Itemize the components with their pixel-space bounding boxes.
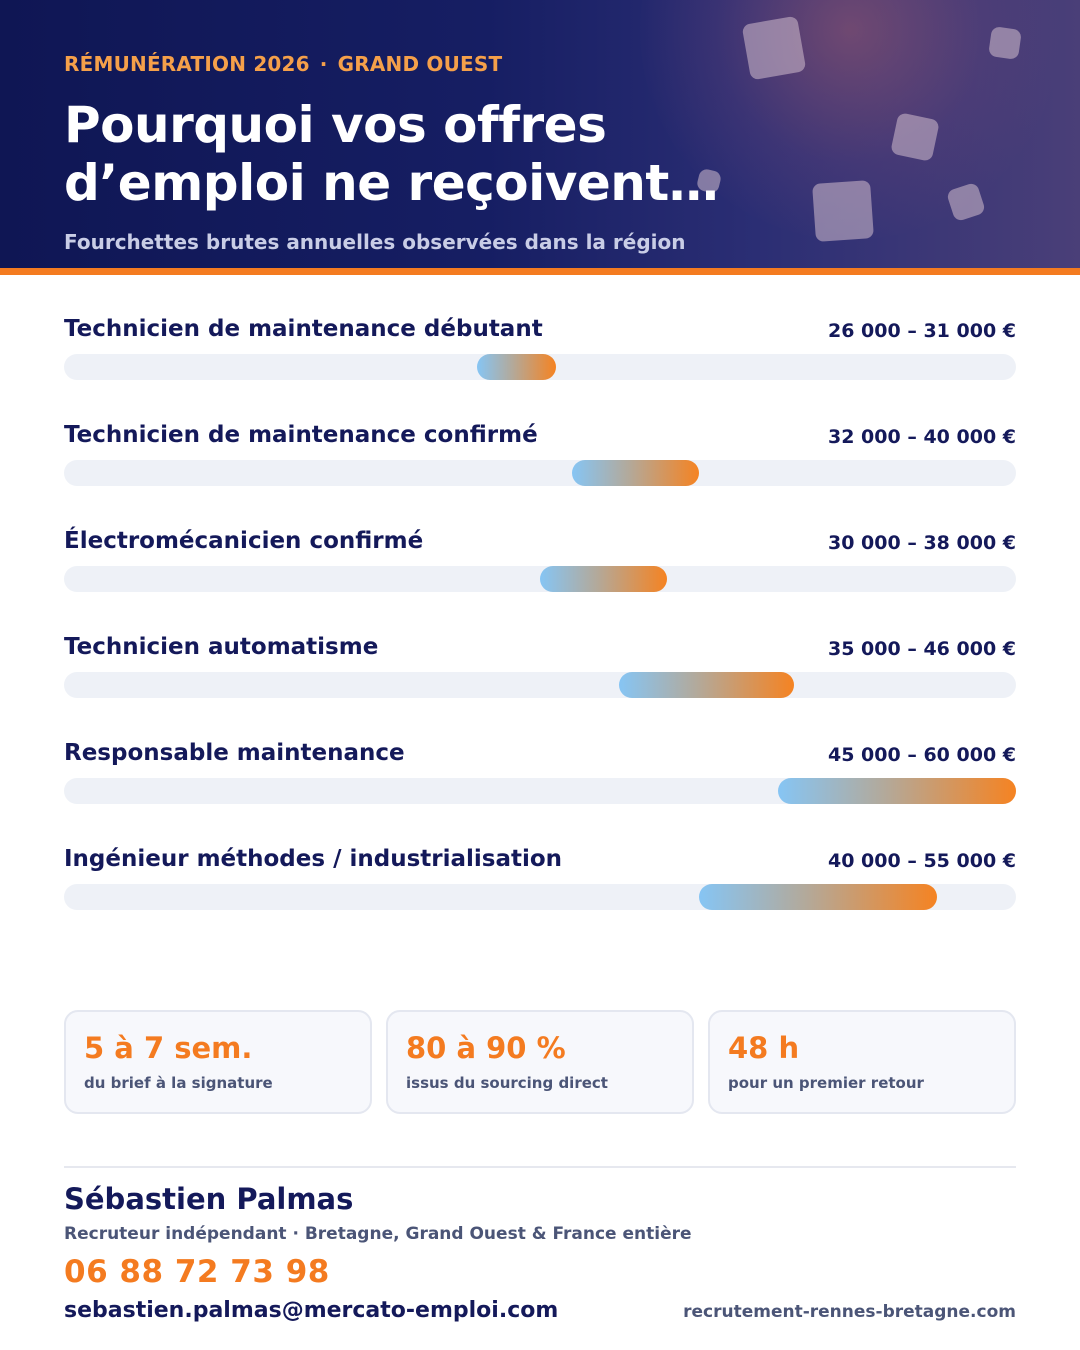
contact-role: Recruteur indépendant · Bretagne, Grand … <box>64 1224 692 1244</box>
salary-row: Technicien automatisme 35 000 – 46 000 € <box>64 634 1016 740</box>
stat-caption: issus du sourcing direct <box>406 1074 608 1092</box>
salary-range-bar <box>778 778 1016 804</box>
eyebrow-separator: · <box>319 52 328 76</box>
hero-banner: RÉMUNÉRATION 2026 · GRAND OUEST Pourquoi v… <box>0 0 1080 268</box>
decor-square <box>812 180 874 242</box>
salary-row: Technicien de maintenance confirmé 32 000… <box>64 422 1016 528</box>
stat-value: 48 h <box>728 1031 800 1065</box>
salary-range-text: 35 000 – 46 000 € <box>828 638 1016 660</box>
salary-track <box>64 884 1016 910</box>
salary-track <box>64 354 1016 380</box>
salary-range-bar <box>619 672 794 698</box>
stat-caption: du brief à la signature <box>84 1074 273 1092</box>
contact-phone-link[interactable]: 06 88 72 73 98 <box>64 1254 330 1290</box>
decor-square <box>988 26 1022 60</box>
job-title: Technicien de maintenance confirmé <box>64 422 538 448</box>
salary-track <box>64 460 1016 486</box>
salary-track <box>64 778 1016 804</box>
contact-email-link[interactable]: sebastien.palmas@mercato-emploi.com <box>64 1298 559 1323</box>
salary-track <box>64 566 1016 592</box>
job-title: Technicien de maintenance débutant <box>64 316 543 342</box>
stat-value: 5 à 7 sem. <box>84 1031 253 1065</box>
salary-track <box>64 672 1016 698</box>
salary-range-bar <box>540 566 667 592</box>
hero-accent-bar <box>0 268 1080 275</box>
salary-range-text: 40 000 – 55 000 € <box>828 850 1016 872</box>
salary-range-text: 30 000 – 38 000 € <box>828 532 1016 554</box>
job-title: Ingénieur méthodes / industrialisation <box>64 846 563 872</box>
stat-card-response: 48 h pour un premier retour <box>708 1010 1016 1114</box>
eyebrow-topic: RÉMUNÉRATION 2026 <box>64 52 310 76</box>
decor-square <box>741 15 807 81</box>
salary-row: Responsable maintenance 45 000 – 60 000 € <box>64 740 1016 846</box>
job-title: Électromécanicien confirmé <box>64 528 424 554</box>
job-title: Technicien automatisme <box>64 634 379 660</box>
salary-range-bar <box>571 460 699 486</box>
stat-card-sourcing: 80 à 90 % issus du sourcing direct <box>386 1010 694 1114</box>
salary-row: Ingénieur méthodes / industrialisation 40… <box>64 846 1016 952</box>
contact-name: Sébastien Palmas <box>64 1182 354 1216</box>
salary-range-bar <box>476 354 556 380</box>
salary-range-list: Technicien de maintenance débutant 26 000… <box>64 316 1016 952</box>
title-line-1: Pourquoi vos offres <box>64 96 607 154</box>
salary-range-text: 45 000 – 60 000 € <box>828 744 1016 766</box>
decor-square <box>890 112 940 162</box>
eyebrow: RÉMUNÉRATION 2026 · GRAND OUEST <box>64 52 502 76</box>
salary-row: Technicien de maintenance débutant 26 000… <box>64 316 1016 422</box>
stats-row: 5 à 7 sem. du brief à la signature 80 à … <box>64 1010 1016 1114</box>
eyebrow-region: GRAND OUEST <box>337 52 503 76</box>
salary-row: Électromécanicien confirmé 30 000 – 38 00… <box>64 528 1016 634</box>
stat-caption: pour un premier retour <box>728 1074 924 1092</box>
job-title: Responsable maintenance <box>64 740 405 766</box>
contact-website-link[interactable]: recrutement-rennes-bretagne.com <box>683 1302 1016 1322</box>
stat-card-duration: 5 à 7 sem. du brief à la signature <box>64 1010 372 1114</box>
stat-value: 80 à 90 % <box>406 1031 566 1065</box>
title-line-2: d’emploi ne reçoivent… <box>64 154 719 212</box>
page-subtitle: Fourchettes brutes annuelles observées d… <box>64 230 686 254</box>
footer-divider <box>64 1166 1016 1168</box>
salary-range-text: 32 000 – 40 000 € <box>828 426 1016 448</box>
salary-range-text: 26 000 – 31 000 € <box>828 320 1016 342</box>
page-title: Pourquoi vos offres d’emploi ne reçoiven… <box>64 96 764 212</box>
salary-range-bar <box>698 884 937 910</box>
